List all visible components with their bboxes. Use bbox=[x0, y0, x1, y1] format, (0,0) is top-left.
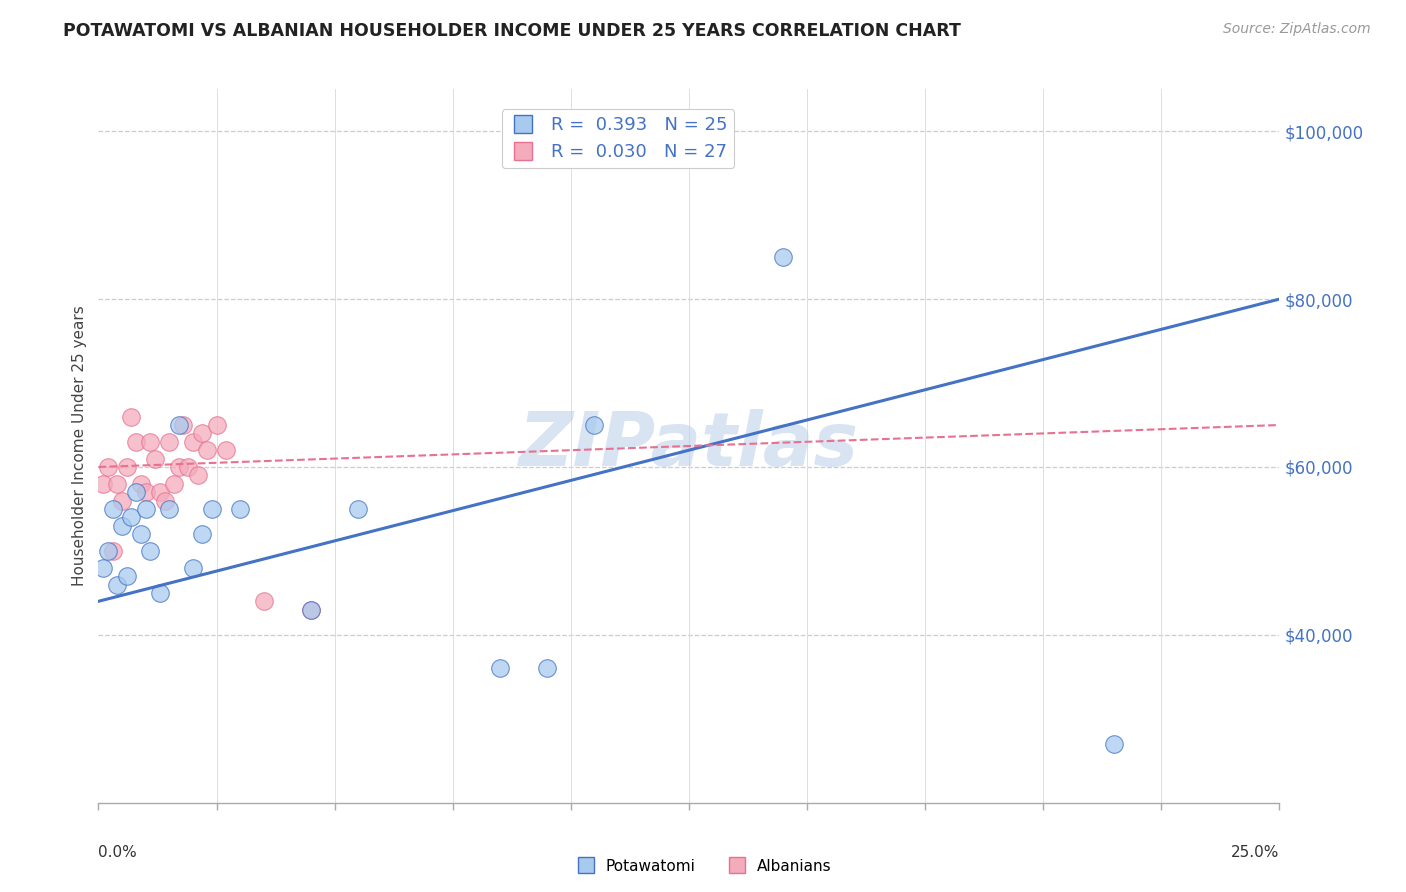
Point bbox=[101, 502, 124, 516]
Point bbox=[149, 586, 172, 600]
Point bbox=[181, 560, 204, 574]
Point bbox=[177, 460, 200, 475]
Point bbox=[149, 485, 172, 500]
Point bbox=[205, 417, 228, 432]
Point bbox=[1102, 737, 1125, 751]
Point bbox=[143, 451, 166, 466]
Text: 25.0%: 25.0% bbox=[1232, 845, 1279, 860]
Point bbox=[121, 409, 143, 424]
Point bbox=[91, 476, 114, 491]
Point bbox=[111, 518, 134, 533]
Point bbox=[299, 603, 322, 617]
Point bbox=[105, 476, 128, 491]
Point bbox=[139, 434, 162, 449]
Point bbox=[191, 426, 214, 441]
Point bbox=[97, 544, 120, 558]
Point bbox=[157, 434, 180, 449]
Point bbox=[129, 527, 152, 541]
Text: POTAWATOMI VS ALBANIAN HOUSEHOLDER INCOME UNDER 25 YEARS CORRELATION CHART: POTAWATOMI VS ALBANIAN HOUSEHOLDER INCOM… bbox=[63, 22, 962, 40]
Point bbox=[157, 502, 180, 516]
Point bbox=[135, 502, 157, 516]
Point bbox=[299, 603, 322, 617]
Text: Source: ZipAtlas.com: Source: ZipAtlas.com bbox=[1223, 22, 1371, 37]
Point bbox=[139, 544, 162, 558]
Point bbox=[181, 434, 204, 449]
Point bbox=[153, 493, 176, 508]
Point bbox=[97, 460, 120, 475]
Point bbox=[135, 485, 157, 500]
Legend: Potawatomi, Albanians: Potawatomi, Albanians bbox=[569, 853, 837, 880]
Point bbox=[229, 502, 252, 516]
Point bbox=[253, 594, 276, 608]
Legend: R =  0.393   N = 25, R =  0.030   N = 27: R = 0.393 N = 25, R = 0.030 N = 27 bbox=[502, 109, 734, 169]
Point bbox=[187, 468, 209, 483]
Point bbox=[195, 443, 218, 458]
Point bbox=[536, 661, 558, 675]
Point bbox=[167, 417, 190, 432]
Point bbox=[121, 510, 143, 524]
Point bbox=[163, 476, 186, 491]
Point bbox=[129, 476, 152, 491]
Point bbox=[101, 544, 124, 558]
Point bbox=[772, 250, 794, 264]
Point bbox=[111, 493, 134, 508]
Text: 0.0%: 0.0% bbox=[98, 845, 138, 860]
Text: ZIPatlas: ZIPatlas bbox=[519, 409, 859, 483]
Point bbox=[125, 434, 148, 449]
Point bbox=[347, 502, 370, 516]
Point bbox=[191, 527, 214, 541]
Point bbox=[91, 560, 114, 574]
Point bbox=[172, 417, 194, 432]
Point bbox=[115, 569, 138, 583]
Point bbox=[125, 485, 148, 500]
Y-axis label: Householder Income Under 25 years: Householder Income Under 25 years bbox=[72, 306, 87, 586]
Point bbox=[489, 661, 512, 675]
Point bbox=[201, 502, 224, 516]
Point bbox=[167, 460, 190, 475]
Point bbox=[215, 443, 238, 458]
Point bbox=[105, 577, 128, 591]
Point bbox=[583, 417, 606, 432]
Point bbox=[115, 460, 138, 475]
